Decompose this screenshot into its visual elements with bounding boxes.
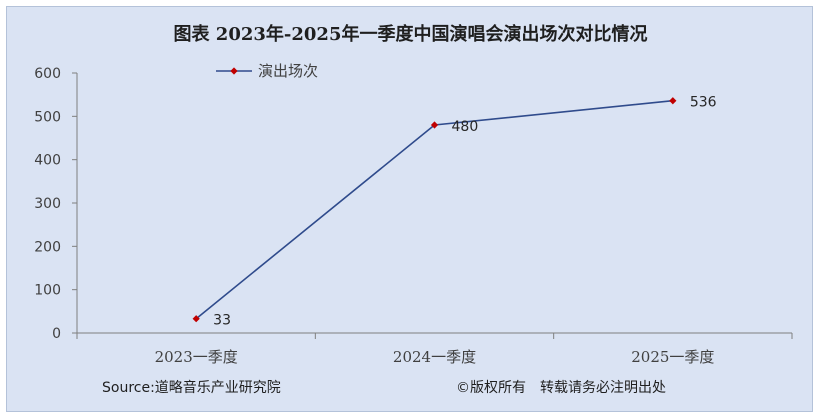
legend-marker-swatch bbox=[230, 67, 238, 75]
data-label: 536 bbox=[690, 95, 717, 111]
chart-frame bbox=[6, 6, 813, 412]
x-axis-categories: 2023一季度 2024一季度 2025一季度 bbox=[76, 333, 793, 366]
copyright-note: ©版权所有 转载请务必注明出处 bbox=[456, 380, 666, 396]
y-tick-label: 100 bbox=[34, 283, 61, 299]
data-point-marker bbox=[430, 121, 439, 129]
source-note: Source:道略音乐产业研究院 bbox=[102, 380, 281, 396]
y-tick-label: 500 bbox=[34, 109, 61, 125]
chart-title: 图表 2023年-2025年一季度中国演唱会演出场次对比情况 bbox=[173, 24, 648, 45]
legend-label: 演出场次 bbox=[258, 62, 318, 80]
legend: 演出场次 bbox=[216, 62, 318, 80]
y-tick-label: 600 bbox=[34, 66, 61, 82]
data-label: 480 bbox=[452, 119, 479, 135]
x-category-label: 2023一季度 bbox=[155, 348, 238, 366]
y-tick-label: 400 bbox=[34, 153, 61, 169]
data-point-marker bbox=[192, 315, 200, 323]
series-layer: 33 480 536 bbox=[192, 95, 717, 329]
x-category-label: 2024一季度 bbox=[393, 348, 476, 366]
x-category-label: 2025一季度 bbox=[631, 348, 714, 366]
series-line bbox=[195, 99, 673, 320]
axes bbox=[76, 73, 792, 334]
y-axis-ticks: 0 100 200 300 400 500 600 bbox=[34, 66, 77, 342]
data-point-marker bbox=[669, 97, 677, 105]
data-label: 33 bbox=[213, 313, 231, 329]
y-tick-label: 300 bbox=[34, 196, 61, 212]
y-tick-label: 200 bbox=[34, 239, 61, 255]
y-tick-label: 0 bbox=[52, 326, 61, 342]
